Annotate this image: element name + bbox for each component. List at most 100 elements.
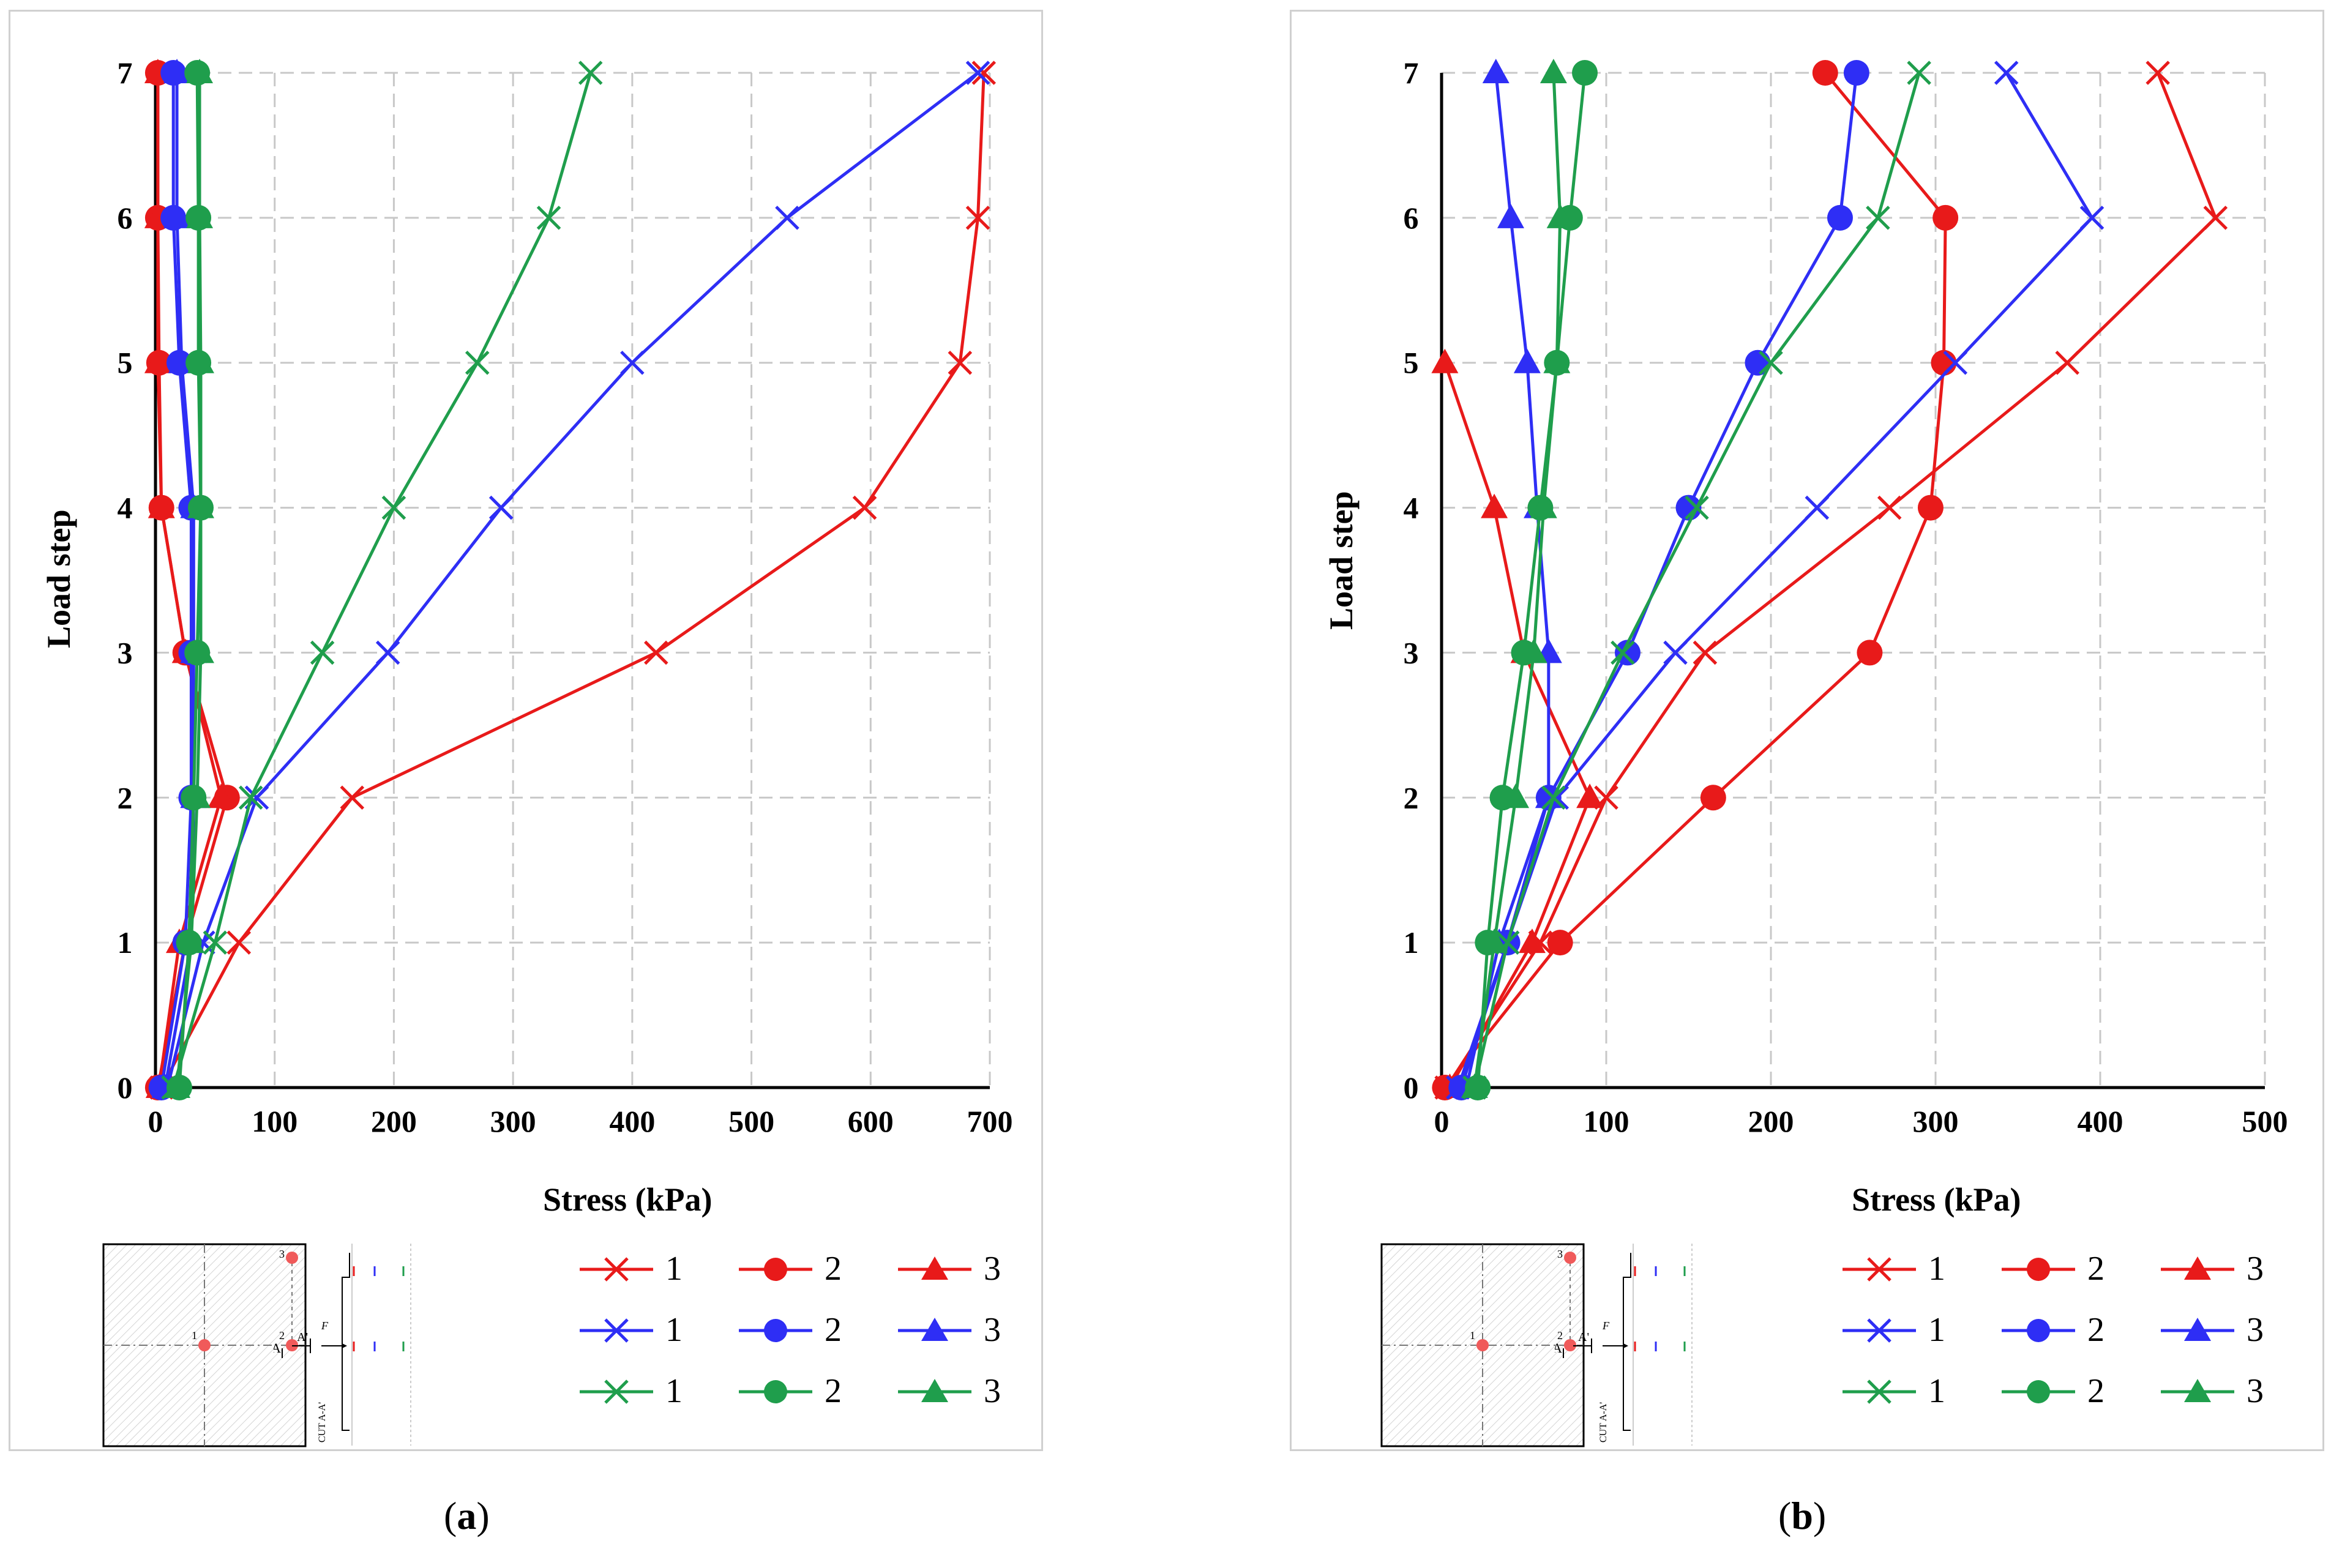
legend-swatch-red-x <box>1843 1257 1916 1282</box>
data-point-blue-triangle <box>163 59 191 83</box>
data-point-green-triangle <box>1546 203 1574 228</box>
legend-swatch-red-triangle <box>898 1256 971 1280</box>
x-tick-label: 200 <box>1748 1104 1794 1138</box>
data-point-red-x <box>948 350 973 375</box>
y-tick-label: 1 <box>1404 925 1419 960</box>
x-tick-label: 200 <box>371 1104 417 1138</box>
data-point-red-triangle <box>1576 783 1604 808</box>
point-2-label: 2 <box>1557 1329 1563 1342</box>
data-point-blue-x <box>1805 495 1830 520</box>
y-tick-label: 0 <box>1404 1070 1419 1105</box>
y-axis-label-b: Load step <box>1323 491 1360 630</box>
x-marker-stroke <box>965 61 990 85</box>
legend-entry: 3 <box>2161 1242 2308 1297</box>
data-point-red-circle <box>1547 930 1573 956</box>
x-marker-stroke <box>852 495 877 520</box>
series-line-red-circle <box>1443 72 1947 1089</box>
x-marker-stroke <box>1805 495 1830 520</box>
data-point-green-x <box>1759 350 1783 375</box>
data-point-red-x <box>2203 206 2228 230</box>
series-line-green-x <box>171 72 593 1088</box>
legend-label: 2 <box>825 1372 842 1410</box>
data-point-green-triangle <box>1520 638 1547 663</box>
x-marker-stroke <box>2079 206 2105 230</box>
legend-label: 3 <box>984 1311 1001 1349</box>
legend-swatch-red-circle <box>2002 1258 2075 1281</box>
data-point-green-triangle <box>184 783 211 808</box>
data-point-red-circle <box>1700 785 1726 811</box>
chart-panel-b: 0 100 200 300 400 500 0 1 2 3 4 5 6 7 Load step Stres… <box>1290 10 2324 1451</box>
data-point-green-triangle <box>1481 928 1508 954</box>
series-line-green-triangle <box>175 73 203 1088</box>
x-marker-stroke <box>2203 206 2228 230</box>
data-point-green-triangle <box>187 638 214 663</box>
y-tick-label: 2 <box>118 780 133 815</box>
y-axis-label-a: Load step <box>40 509 77 648</box>
x-marker-stroke <box>203 930 228 955</box>
chart-panel-a: 0 100 200 300 400 500 600 700 0 1 2 3 4 5 6 7 Load step… <box>9 10 1043 1451</box>
data-point-red-x <box>2146 61 2170 85</box>
data-point-green-x <box>1541 785 1566 810</box>
legend-swatch-green-triangle <box>898 1379 971 1402</box>
data-point-green-triangle <box>1502 783 1530 808</box>
x-marker-stroke <box>310 640 335 665</box>
data-point-green-x <box>578 61 603 85</box>
specimen-plan-inset-b: 1 2 3 <box>1380 1243 1585 1447</box>
x-marker-stroke <box>1759 350 1783 375</box>
x-tick-label: 700 <box>967 1104 1013 1138</box>
y-tick-label: 3 <box>118 635 133 670</box>
data-point-green-x <box>1685 495 1709 520</box>
chart-plot-b: 0 100 200 300 400 500 0 1 2 3 4 5 6 7 <box>1404 56 2288 1138</box>
y-tick-label: 7 <box>118 56 133 90</box>
load-label: F <box>321 1320 329 1332</box>
x-marker-stroke <box>375 640 400 665</box>
series-line-red-x <box>1445 72 2217 1089</box>
legend-swatch-blue-triangle <box>2161 1318 2234 1341</box>
series-line-green-circle <box>1476 72 1587 1088</box>
data-point-green-circle <box>1572 60 1598 86</box>
legend-label: 2 <box>2087 1372 2105 1410</box>
data-point-green-triangle <box>1461 1073 1488 1098</box>
legend-label: 2 <box>825 1250 842 1288</box>
data-point-red-x <box>1877 495 1902 520</box>
specimen-plan-inset-a: 1 2 3 <box>102 1243 307 1447</box>
data-point-blue-x <box>2079 206 2105 230</box>
x-marker-stroke <box>971 61 997 85</box>
legend-swatch-green-x <box>1843 1379 1916 1404</box>
data-point-red-triangle <box>144 348 171 373</box>
x-axis-label-b: Stress (kPa) <box>1852 1181 2021 1218</box>
data-point-blue-x <box>1943 350 1968 375</box>
x-marker-stroke <box>465 350 490 375</box>
point-1-marker <box>198 1339 211 1351</box>
legend-swatch-blue-x <box>580 1318 653 1343</box>
data-point-green-triangle <box>1530 493 1557 518</box>
data-point-red-x <box>2055 350 2079 375</box>
x-tick-label: 500 <box>2242 1104 2288 1138</box>
legend-entry: 1 <box>580 1364 727 1419</box>
data-point-blue-x <box>965 61 990 85</box>
legend-swatch-green-x <box>580 1379 653 1404</box>
x-marker-stroke <box>381 495 406 520</box>
legend-label: 1 <box>665 1311 683 1349</box>
legend-entry: 3 <box>898 1303 1045 1358</box>
data-point-green-x <box>381 495 406 520</box>
cut-section-inset-a: A A' F CUT A-A' <box>274 1244 411 1446</box>
legend-swatch-blue-circle <box>739 1319 812 1342</box>
data-point-red-triangle <box>208 783 235 808</box>
x-tick-label: 0 <box>148 1104 163 1138</box>
x-marker-stroke <box>536 206 561 230</box>
legend-entry: 2 <box>2002 1303 2149 1358</box>
x-marker-stroke <box>2146 61 2170 85</box>
data-point-red-x <box>340 785 365 810</box>
legend-entry: 1 <box>1843 1364 1989 1419</box>
x-marker-stroke <box>226 930 252 955</box>
x-marker-stroke <box>1866 206 1890 230</box>
y-tick-label: 0 <box>118 1070 133 1105</box>
x-marker-stroke <box>239 785 263 810</box>
legend-label: 3 <box>984 1372 1001 1410</box>
legend-a: 1 2 3 1 2 3 1 2 3 <box>580 1242 1045 1419</box>
data-point-green-x <box>536 206 561 230</box>
series-line-blue-x <box>166 72 979 1088</box>
legend-entry: 3 <box>898 1364 1045 1419</box>
data-point-red-circle <box>1917 495 1944 521</box>
